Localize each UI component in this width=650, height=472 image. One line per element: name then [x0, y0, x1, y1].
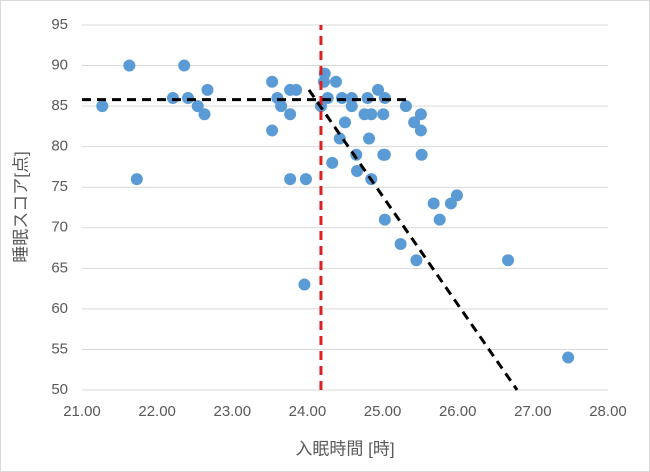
- point: [326, 156, 339, 169]
- x-tick-label: 28.00: [589, 403, 627, 420]
- y-tick-label: 95: [51, 16, 68, 33]
- x-axis-label: 入眠時間 [時]: [295, 439, 394, 458]
- point: [433, 213, 446, 226]
- point: [333, 132, 346, 145]
- point: [123, 59, 136, 72]
- x-tick-label: 25.00: [364, 403, 402, 420]
- y-tick-label: 50: [51, 381, 68, 398]
- point: [181, 92, 194, 104]
- point: [414, 124, 427, 137]
- y-tick-label: 75: [51, 178, 68, 195]
- point: [414, 108, 427, 121]
- point: [562, 351, 575, 364]
- point: [166, 92, 179, 104]
- reference-line: [307, 89, 519, 391]
- point: [378, 213, 391, 226]
- y-tick-label: 60: [51, 300, 68, 317]
- y-tick-label: 85: [51, 97, 68, 114]
- point: [345, 100, 358, 113]
- point: [408, 116, 421, 129]
- point: [394, 238, 407, 250]
- point: [178, 59, 191, 72]
- point: [450, 189, 463, 202]
- y-tick-label: 90: [51, 57, 68, 74]
- point: [284, 173, 297, 186]
- x-tick-label: 24.00: [289, 403, 327, 420]
- point: [298, 278, 311, 291]
- point: [502, 254, 515, 267]
- point: [427, 197, 440, 210]
- point: [363, 132, 376, 145]
- point: [266, 124, 279, 137]
- x-tick-label: 26.00: [439, 403, 477, 420]
- point: [321, 92, 334, 104]
- point: [399, 100, 412, 113]
- point: [130, 173, 143, 186]
- point: [284, 108, 297, 121]
- x-tick-label: 23.00: [214, 403, 252, 420]
- point: [266, 75, 279, 88]
- point: [377, 108, 390, 121]
- point: [191, 100, 204, 113]
- point: [365, 108, 378, 121]
- x-tick-label: 22.00: [138, 403, 176, 420]
- y-tick-label: 55: [51, 340, 68, 357]
- point: [378, 148, 391, 161]
- point: [290, 83, 303, 96]
- point: [410, 254, 423, 267]
- y-tick-label: 80: [51, 138, 68, 155]
- y-axis-label: 睡眠スコア[点]: [11, 151, 30, 262]
- point: [415, 148, 428, 161]
- y-tick-label: 65: [51, 259, 68, 276]
- point: [372, 83, 385, 96]
- point: [96, 100, 109, 113]
- point: [299, 173, 312, 186]
- point: [201, 83, 214, 96]
- point: [351, 165, 364, 177]
- point: [198, 108, 211, 121]
- point: [275, 100, 288, 113]
- point: [361, 92, 374, 104]
- x-tick-label: 21.00: [63, 403, 101, 420]
- point: [329, 75, 342, 88]
- point: [339, 116, 351, 129]
- x-tick-label: 27.00: [514, 403, 552, 420]
- point: [378, 92, 391, 104]
- y-tick-label: 70: [51, 219, 68, 236]
